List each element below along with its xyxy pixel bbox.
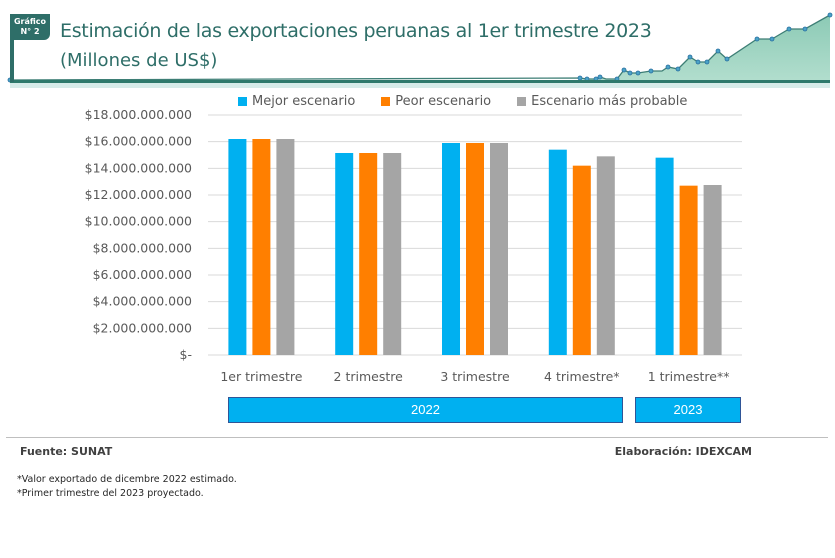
header-underline	[10, 80, 830, 83]
bar-chart: $- $2.000.000.000 $4.000.000.000 $6.000.000…	[85, 107, 742, 384]
legend-label-likely: Escenario más probable	[531, 94, 688, 109]
bar-worst	[679, 185, 698, 355]
chart-header: Gráfico N° 2 Estimación de las exportaci…	[0, 0, 835, 90]
legend-label-worst: Peor escenario	[395, 94, 492, 109]
legend-item-likely: Escenario más probable	[517, 94, 687, 109]
badge-label: Gráfico	[13, 17, 47, 26]
x-tick-label: 1er trimestre	[220, 369, 302, 384]
credit-label: Elaboración: IDEXCAM	[614, 445, 752, 458]
bar-worst	[359, 153, 378, 355]
bar-best	[228, 139, 247, 355]
y-tick-label: $-	[180, 347, 192, 362]
bar-likely	[383, 153, 402, 355]
y-tick-label: $16.000.000.000	[85, 134, 192, 149]
y-tick-label: $10.000.000.000	[85, 214, 192, 229]
header-underline-light	[10, 83, 830, 88]
x-tick-label: 3 trimestre	[440, 369, 510, 384]
footer-divider	[6, 437, 828, 438]
y-tick-label: $6.000.000.000	[93, 267, 192, 282]
footnote-2: *Primer trimestre del 2023 proyectado.	[17, 488, 204, 499]
bar-best	[548, 149, 567, 355]
bar-best	[442, 143, 460, 355]
year-group-2023: 2023	[635, 397, 741, 423]
bar-likely	[596, 156, 615, 355]
y-tick-label: $12.000.000.000	[85, 187, 192, 202]
bar-worst	[252, 139, 271, 355]
chart-number-badge: Gráfico N° 2	[10, 14, 50, 82]
x-tick-label: 2 trimestre	[334, 369, 404, 384]
x-tick-label: 4 trimestre*	[544, 369, 620, 384]
y-tick-label: $4.000.000.000	[93, 294, 192, 309]
decorative-sparkline	[7, 12, 833, 83]
bar-best	[335, 153, 354, 355]
x-tick-label: 1 trimestre**	[648, 369, 730, 384]
legend-swatch-worst	[381, 97, 391, 106]
chart-title: Estimación de las exportaciones peruanas…	[60, 20, 652, 42]
year-group-2022: 2022	[228, 397, 623, 423]
chart-legend: Mejor escenario Peor escenario Escenario…	[238, 94, 713, 109]
legend-item-worst: Peor escenario	[381, 94, 491, 109]
y-tick-label: $18.000.000.000	[85, 107, 192, 122]
badge-number: N° 2	[20, 27, 40, 36]
sparkline-area	[580, 15, 830, 81]
bar-likely	[490, 143, 508, 355]
y-tick-label: $2.000.000.000	[93, 320, 192, 335]
footnote-1: *Valor exportado de dicembre 2022 estima…	[17, 474, 237, 485]
bar-best	[655, 157, 674, 355]
bar-worst	[572, 165, 591, 355]
chart-subtitle: (Millones de US$)	[60, 50, 218, 71]
bar-likely	[276, 139, 295, 355]
legend-label-best: Mejor escenario	[252, 94, 356, 109]
sparkline-markers	[7, 12, 833, 83]
legend-swatch-best	[238, 97, 247, 106]
bar-worst	[466, 143, 484, 355]
legend-item-best: Mejor escenario	[238, 94, 355, 109]
y-tick-label: $8.000.000.000	[93, 240, 192, 255]
y-tick-label: $14.000.000.000	[85, 160, 192, 175]
source-label: Fuente: SUNAT	[20, 445, 113, 458]
bar-likely	[703, 185, 722, 355]
legend-swatch-likely	[517, 97, 527, 106]
